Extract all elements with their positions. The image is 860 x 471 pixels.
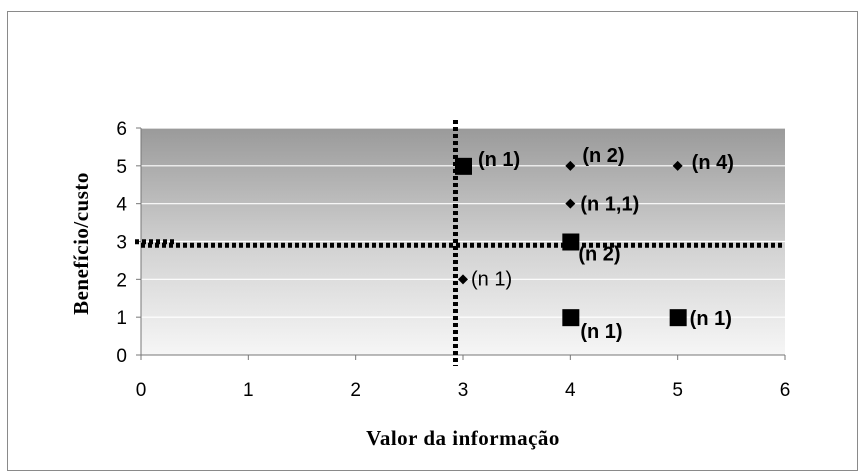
point-label-square-0: (n 1) [478, 149, 520, 171]
point-label-diamond-2: (n 1,1) [580, 194, 639, 216]
x-tick-label-6: 6 [780, 380, 791, 401]
point-label-square-2: (n 1) [580, 321, 622, 343]
point-labels: (n 1) (n 2) (n 1) (n 1) (n 2) (n 4) (n 1,1) (n … [471, 145, 734, 343]
y-tick-label-3: 3 [116, 233, 127, 254]
diamond-marker-3-2 [458, 274, 468, 285]
y-tick-label-1: 1 [116, 308, 127, 329]
y-tick-label-0: 0 [116, 346, 127, 367]
point-label-square-3: (n 1) [690, 308, 732, 330]
y-tick-label-2: 2 [116, 270, 127, 291]
y-axis-title: Benefício/custo [69, 172, 93, 315]
axes [136, 127, 786, 360]
y-tick-label-5: 5 [116, 157, 127, 178]
x-tick-label-0: 0 [136, 380, 147, 401]
x-tick-label-3: 3 [458, 380, 469, 401]
square-marker-4-1 [562, 309, 580, 327]
x-tick-label-2: 2 [350, 380, 361, 401]
point-label-diamond-0: (n 2) [582, 145, 624, 167]
point-label-diamond-3: (n 1) [471, 268, 512, 290]
square-marker-3-5 [455, 157, 472, 175]
diamond-marker-4-4 [565, 198, 576, 209]
y-tick-label-4: 4 [116, 195, 127, 216]
y-tick-label-6: 6 [116, 119, 127, 140]
square-marker-5-1 [669, 309, 687, 327]
x-tick-label-5: 5 [672, 380, 683, 401]
x-axis-title: Valor da informação [366, 426, 560, 450]
point-label-square-1: (n 2) [578, 244, 620, 266]
diamond-marker-4-5 [565, 160, 576, 171]
data-points [455, 157, 687, 327]
reference-lines [135, 120, 785, 366]
point-label-diamond-1: (n 4) [692, 152, 734, 174]
tick-labels: 0 1 2 3 4 5 6 0 1 2 3 4 5 6 [116, 119, 790, 401]
square-marker-4-3 [562, 233, 580, 251]
x-tick-label-4: 4 [565, 380, 576, 401]
x-tick-label-1: 1 [243, 380, 254, 401]
diamond-marker-5-5 [672, 160, 683, 171]
